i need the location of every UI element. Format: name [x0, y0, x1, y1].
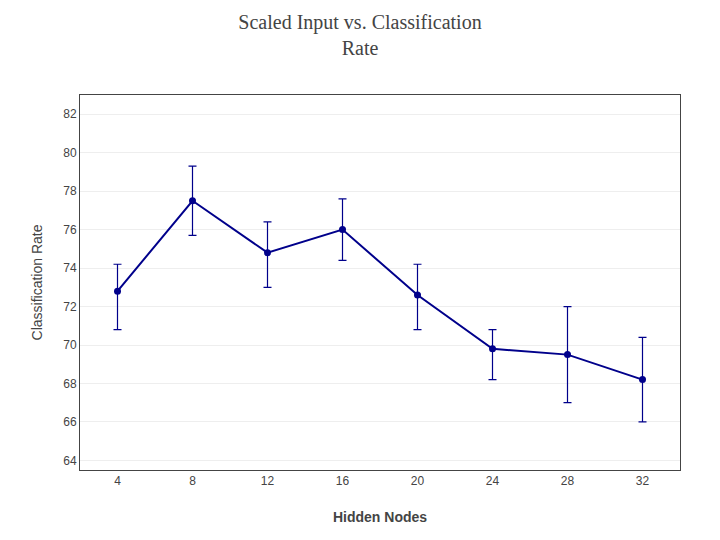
- svg-text:28: 28: [561, 474, 575, 488]
- svg-text:70: 70: [63, 338, 77, 352]
- svg-text:12: 12: [261, 474, 275, 488]
- svg-text:74: 74: [63, 261, 77, 275]
- svg-text:Scaled Input vs. Classificatio: Scaled Input vs. ClassificationRate: [238, 11, 481, 59]
- svg-text:24: 24: [486, 474, 500, 488]
- svg-text:Hidden Nodes: Hidden Nodes: [333, 509, 427, 525]
- svg-text:82: 82: [63, 107, 77, 121]
- svg-text:32: 32: [636, 474, 650, 488]
- svg-text:64: 64: [63, 454, 77, 468]
- svg-text:4: 4: [114, 474, 121, 488]
- svg-text:72: 72: [63, 300, 77, 314]
- svg-text:Classification Rate: Classification Rate: [29, 224, 45, 340]
- svg-text:78: 78: [63, 184, 77, 198]
- svg-text:68: 68: [63, 377, 77, 391]
- svg-text:80: 80: [63, 146, 77, 160]
- svg-text:8: 8: [189, 474, 196, 488]
- svg-text:16: 16: [336, 474, 350, 488]
- svg-text:20: 20: [411, 474, 425, 488]
- svg-text:76: 76: [63, 223, 77, 237]
- svg-text:66: 66: [63, 415, 77, 429]
